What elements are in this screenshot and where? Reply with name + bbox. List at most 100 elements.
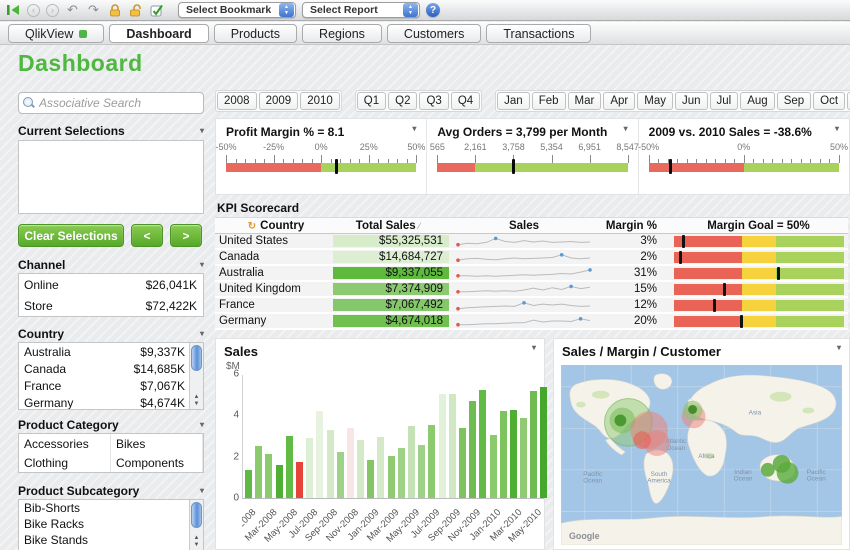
tab-dashboard[interactable]: Dashboard (109, 24, 208, 43)
channel-item-online[interactable]: Online$26,041K (19, 274, 203, 295)
quarter-button-q1[interactable]: Q1 (357, 92, 386, 110)
tab-regions[interactable]: Regions (302, 24, 382, 43)
tab-transactions[interactable]: Transactions (486, 24, 591, 43)
forward-circle-icon[interactable]: › (46, 4, 59, 17)
chevron-down-icon[interactable]: ▾ (200, 261, 204, 269)
month-button-may[interactable]: May (637, 92, 673, 110)
table-row[interactable]: France$7,067,49212% (215, 298, 848, 314)
bar-mar-2010[interactable] (510, 410, 517, 498)
bar-dec-2008[interactable] (357, 440, 364, 498)
bar-jun-2008[interactable] (296, 462, 303, 498)
bar-feb-2008[interactable] (255, 446, 262, 498)
chevron-down-icon[interactable]: ▾ (200, 421, 204, 429)
associative-search[interactable] (18, 92, 204, 114)
column-header-total-sales[interactable]: Total Sales∕ (333, 220, 449, 232)
chevron-down-icon[interactable]: ▾ (200, 127, 204, 135)
bar-dec-2009[interactable] (479, 390, 486, 499)
bar-apr-2009[interactable] (398, 448, 405, 498)
quarter-button-q2[interactable]: Q2 (388, 92, 417, 110)
month-button-jun[interactable]: Jun (675, 92, 708, 110)
bar-aug-2008[interactable] (316, 411, 323, 498)
search-input[interactable] (39, 96, 189, 110)
country-item-germany[interactable]: Germany$4,674K (19, 394, 189, 410)
bar-feb-2009[interactable] (377, 437, 384, 498)
subcategory-item[interactable]: Bike Stands (19, 532, 189, 548)
channel-item-store[interactable]: Store$72,422K (19, 295, 203, 316)
table-row[interactable]: United States$55,325,5313% (215, 234, 848, 250)
bar-jul-2009[interactable] (428, 425, 435, 498)
category-item-clothing[interactable]: Clothing (19, 453, 111, 472)
column-header-country[interactable]: ↻Country (215, 220, 333, 232)
clear-selections-button[interactable]: Clear Selections (18, 224, 124, 247)
bubble-na-red-small[interactable] (633, 431, 651, 449)
month-button-sep[interactable]: Sep (777, 92, 811, 110)
country-item-australia[interactable]: Australia$9,337K (19, 343, 189, 360)
bar-mar-2009[interactable] (388, 456, 395, 498)
month-button-oct[interactable]: Oct (813, 92, 845, 110)
chevron-down-icon[interactable]: ▾ (200, 330, 204, 338)
column-header-margin-goal[interactable]: Margin Goal = 50% (669, 220, 848, 232)
chevron-down-icon[interactable]: ▾ (835, 125, 839, 139)
category-item-components[interactable]: Components (111, 453, 203, 472)
subcategory-scrollbar[interactable]: ▲▼ (189, 500, 203, 550)
year-button-2008[interactable]: 2008 (217, 92, 257, 110)
bar-nov-2008[interactable] (347, 428, 354, 498)
bar-apr-2008[interactable] (276, 465, 283, 498)
column-header-margin[interactable]: Margin % (599, 220, 669, 232)
bubble-au-green-2[interactable] (777, 462, 799, 484)
selection-back-button[interactable]: < (131, 224, 163, 247)
quarter-button-q3[interactable]: Q3 (419, 92, 448, 110)
month-button-feb[interactable]: Feb (532, 92, 566, 110)
bar-may-2010[interactable] (530, 391, 537, 498)
tab-qlikview[interactable]: QlikView (8, 24, 104, 43)
category-item-accessories[interactable]: Accessories (19, 434, 111, 453)
country-item-france[interactable]: France$7,067K (19, 377, 189, 394)
bar-jan-2010[interactable] (490, 435, 497, 498)
scrollbar-arrows[interactable]: ▲▼ (190, 394, 203, 408)
bar-mar-2008[interactable] (265, 454, 272, 498)
chevron-down-icon[interactable]: ▾ (837, 344, 841, 359)
bar-oct-2009[interactable] (459, 428, 466, 498)
select-check-icon[interactable] (149, 3, 164, 18)
bar-jan-2008[interactable] (245, 470, 252, 498)
bar-jun-2009[interactable] (418, 445, 425, 498)
chevron-down-icon[interactable]: ▾ (200, 487, 204, 495)
month-button-mar[interactable]: Mar (568, 92, 602, 110)
bar-jul-2008[interactable] (306, 438, 313, 498)
table-row[interactable]: Australia$9,337,05531% (215, 266, 848, 282)
report-select[interactable]: Select Report ▲▼ (302, 2, 420, 18)
bookmark-select[interactable]: Select Bookmark ▲▼ (178, 2, 296, 18)
bar-may-2008[interactable] (286, 436, 293, 498)
scrollbar-arrows[interactable]: ▲▼ (190, 535, 203, 549)
subcategory-item[interactable]: Bib-Shorts (19, 500, 189, 516)
tab-products[interactable]: Products (214, 24, 297, 43)
tab-customers[interactable]: Customers (387, 24, 481, 43)
country-item-canada[interactable]: Canada$14,685K (19, 360, 189, 377)
bubble-na-green-core[interactable] (614, 414, 626, 426)
selection-forward-button[interactable]: > (170, 224, 202, 247)
bar-feb-2010[interactable] (500, 411, 507, 498)
lock-icon[interactable] (107, 3, 122, 18)
year-button-2009[interactable]: 2009 (259, 92, 299, 110)
bar-oct-2008[interactable] (337, 452, 344, 499)
help-icon[interactable]: ? (426, 3, 440, 17)
bar-nov-2009[interactable] (469, 401, 476, 498)
cycle-group-icon[interactable]: ↻ (248, 221, 256, 232)
chevron-down-icon[interactable]: ▾ (412, 125, 416, 139)
month-button-apr[interactable]: Apr (603, 92, 635, 110)
unlock-icon[interactable] (128, 3, 143, 18)
chevron-down-icon[interactable]: ▾ (624, 125, 628, 139)
column-header-sales[interactable]: Sales (449, 220, 599, 232)
table-row[interactable]: Germany$4,674,01820% (215, 314, 848, 330)
year-button-2010[interactable]: 2010 (300, 92, 340, 110)
quarter-button-q4[interactable]: Q4 (451, 92, 480, 110)
scrollbar-thumb[interactable] (191, 345, 202, 371)
category-item-bikes[interactable]: Bikes (111, 434, 203, 453)
month-button-jan[interactable]: Jan (497, 92, 530, 110)
bubble-au-green-3[interactable] (761, 463, 775, 477)
table-row[interactable]: Canada$14,684,7272% (215, 250, 848, 266)
back-circle-icon[interactable]: ‹ (27, 4, 40, 17)
bar-aug-2009[interactable] (439, 394, 446, 498)
subcategory-item[interactable]: Bike Racks (19, 516, 189, 532)
chevron-down-icon[interactable]: ▾ (532, 344, 536, 359)
